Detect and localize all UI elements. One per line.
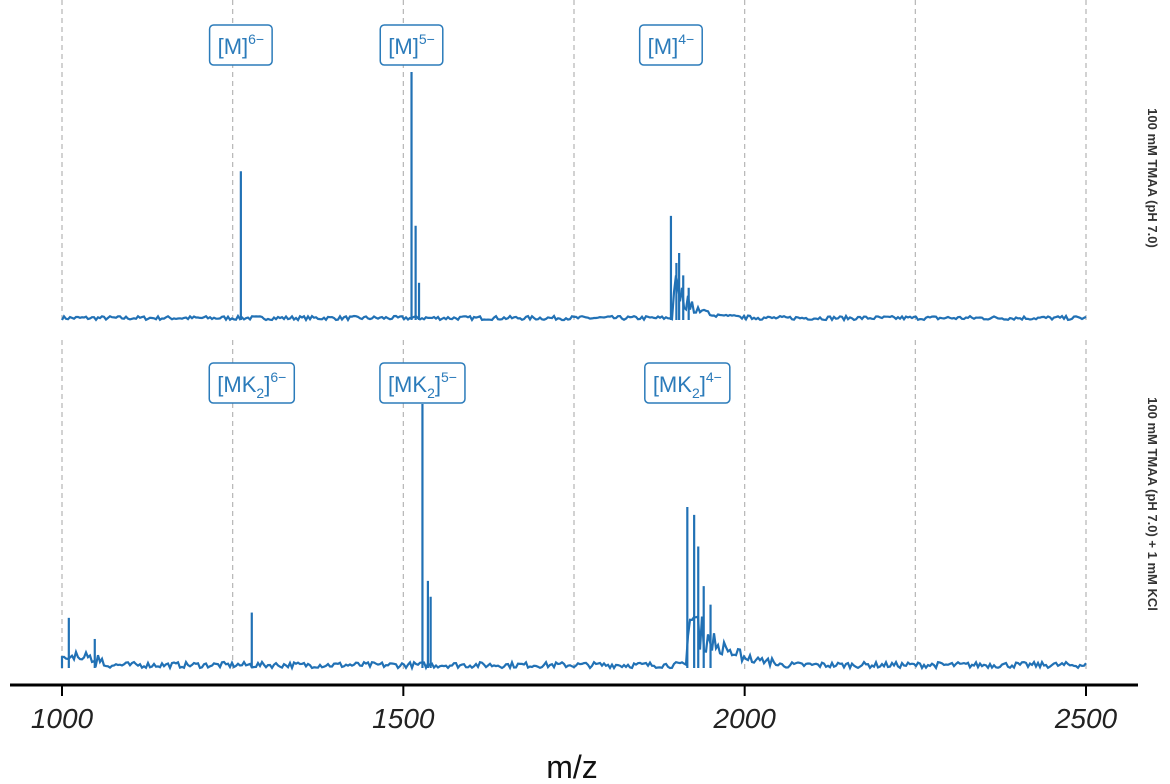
- grid-lines: [61, 0, 1087, 670]
- x-tick-label-1000: 1000: [31, 703, 94, 734]
- peak-annotation-text: [MK2]5−: [388, 369, 457, 401]
- x-tick-label-2500: 2500: [1054, 703, 1118, 734]
- panel-2: [MK2]6− [MK2]5− [MK2]4−: [60, 362, 1087, 672]
- strip-label-panel-1: 100 mM TMAA (pH 7.0): [1145, 108, 1160, 248]
- peak-annotation-text: [M]6−: [218, 31, 265, 59]
- peak-annotation-panel-2-0: [MK2]6−: [208, 362, 296, 404]
- spectra-panels: [M]6− [M]5− [M]4− [MK2]6− [MK2]5− [MK2]4−: [60, 24, 1087, 672]
- x-tick-label-1500: 1500: [372, 703, 435, 734]
- x-tick-label-2000: 2000: [713, 703, 777, 734]
- peak-annotation-text: [MK2]6−: [217, 369, 286, 401]
- peak-annotation-panel-1-0: [M]6−: [208, 24, 273, 66]
- peak-annotation-panel-1-2: [M]4−: [638, 24, 703, 66]
- peak-annotation-box: [379, 362, 466, 404]
- peak-annotation-text: [M]5−: [388, 31, 435, 59]
- x-axis-title: m/z: [546, 749, 598, 784]
- peak-annotation-box: [638, 24, 703, 66]
- panel-1: [M]6− [M]5− [M]4−: [61, 24, 1087, 323]
- peak-annotation-text: [M]4−: [648, 31, 695, 59]
- peak-annotation-box: [644, 362, 731, 404]
- strip-label-panel-2: 100 mM TMAA (pH 7.0) + 1 mM KCl: [1145, 397, 1160, 611]
- peak-annotation-panel-2-2: [MK2]4−: [644, 362, 731, 404]
- spectrum-baseline-panel-2: [60, 615, 1087, 672]
- peak-annotation-box: [208, 24, 273, 66]
- peak-annotation-panel-1-1: [M]5−: [379, 24, 444, 66]
- peak-annotation-panel-2-1: [MK2]5−: [379, 362, 466, 404]
- x-axis: 1000 1500 2000 2500: [10, 683, 1138, 734]
- peak-annotation-text: [MK2]4−: [653, 369, 722, 401]
- peak-annotation-box: [208, 362, 296, 404]
- spectrum-baseline-panel-1: [61, 275, 1087, 323]
- strip-labels: 100 mM TMAA (pH 7.0) 100 mM TMAA (pH 7.0)…: [1145, 108, 1160, 611]
- peak-annotation-box: [379, 24, 444, 66]
